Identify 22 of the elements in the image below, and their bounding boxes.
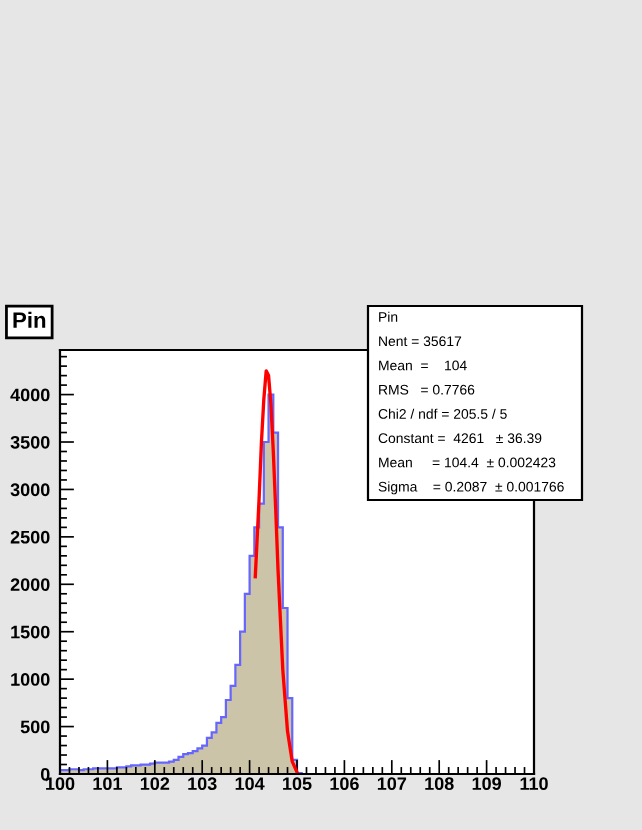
y-tick-label: 2000 — [10, 578, 50, 592]
y-tick-label: 500 — [20, 720, 50, 734]
x-tick-label: 109 — [472, 777, 501, 791]
y-tick-label: 1000 — [11, 673, 50, 686]
y-tick-label: 0 — [40, 767, 50, 781]
x-tick-label: 105 — [283, 777, 312, 791]
x-tick-label: 101 — [93, 777, 122, 791]
y-tick-label: 2500 — [10, 530, 50, 544]
x-tick-label: 100 — [46, 777, 75, 791]
y-tick-label: 3500 — [10, 435, 50, 449]
x-tick-label: 110 — [520, 777, 548, 791]
x-tick-label: 103 — [188, 777, 217, 791]
x-tick-label: 107 — [377, 777, 407, 791]
line-series — [253, 369, 299, 774]
x-tick-label: 106 — [330, 777, 359, 791]
chart-title: Pin — [13, 311, 46, 328]
y-tick-label: 4000 — [10, 388, 50, 402]
x-tick-label: 108 — [425, 777, 454, 791]
x-tick-label: 102 — [140, 777, 170, 791]
y-tick-label: 3000 — [10, 483, 50, 497]
x-tick-label: 104 — [235, 777, 265, 791]
y-tick-label: 1500 — [11, 625, 50, 639]
